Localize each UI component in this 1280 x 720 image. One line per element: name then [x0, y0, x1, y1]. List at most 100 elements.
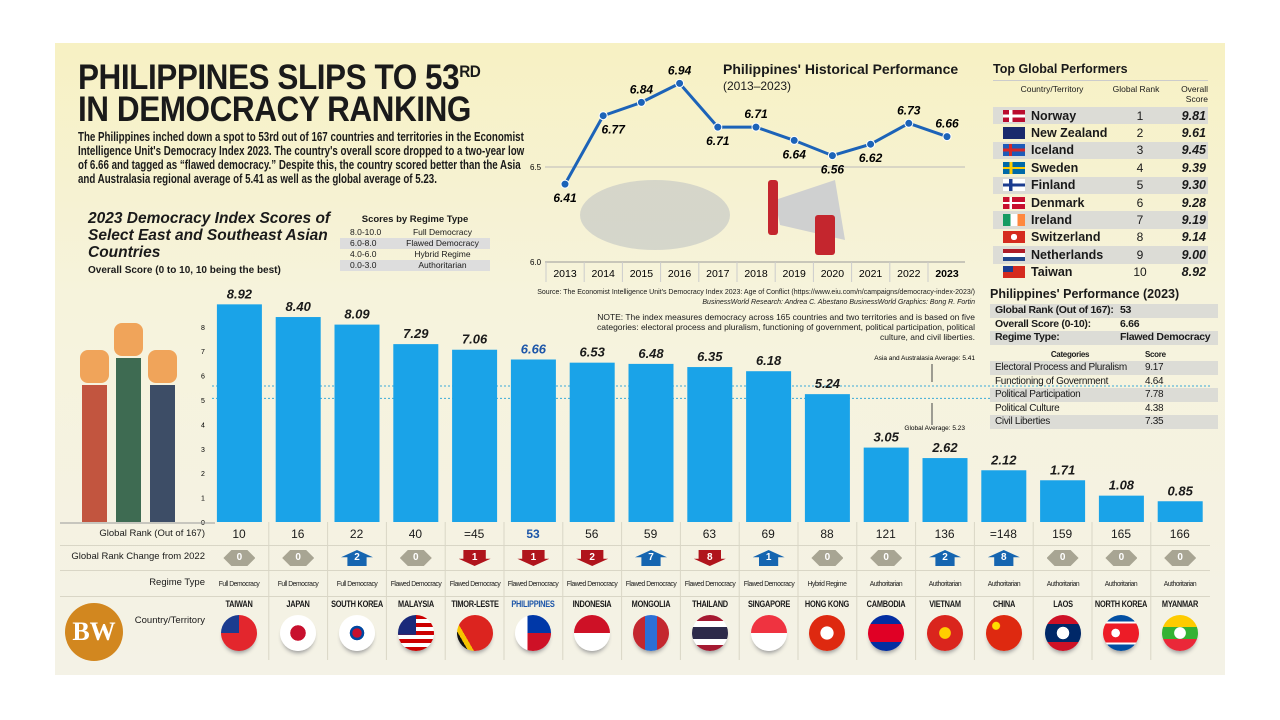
flag-icon	[574, 615, 611, 651]
country-name: JAPAN	[286, 599, 310, 609]
data-point	[560, 179, 570, 189]
line-chart-subtitle: (2013–2023)	[723, 79, 792, 93]
col-header: Country/Territory	[1020, 84, 1084, 94]
data-point	[942, 132, 952, 142]
global-rank: 40	[408, 527, 423, 541]
global-rank: 5	[1136, 178, 1144, 193]
regime-type: Full Democracy	[336, 579, 378, 588]
bar-value-label: 5.24	[815, 376, 841, 391]
rank-change-up-icon: 7	[635, 550, 667, 566]
country-name: Finland	[1031, 178, 1076, 193]
global-rank: 56	[585, 527, 599, 541]
regime-type: Flawed Democracy	[566, 579, 618, 588]
intro-text: The Philippines inched down a spot to 53…	[78, 129, 525, 186]
global-rank: 6	[1136, 195, 1144, 210]
data-point	[713, 122, 723, 132]
category-score: 7.35	[1145, 416, 1164, 428]
regime-type: Flawed Democracy	[508, 579, 559, 588]
performer-row: Denmark 6 9.28	[993, 194, 1208, 211]
overall-score: 9.45	[1181, 143, 1206, 158]
overall-score: 9.39	[1181, 160, 1206, 175]
source-text: Source: The Economist Intelligence Unit'…	[537, 289, 975, 296]
y-tick-label: 6.5	[530, 163, 542, 172]
regime-name: Full Democracy	[412, 227, 473, 237]
global-rank: 4	[1136, 160, 1144, 175]
regime-name: Hybrid Regime	[414, 249, 471, 259]
x-tick-label: 2013	[553, 268, 577, 280]
businessworld-logo: BW	[65, 603, 123, 661]
country-name: Denmark	[1031, 195, 1085, 210]
regime-row: 0.0-3.0 Authoritarian	[340, 260, 490, 271]
data-point	[866, 139, 876, 149]
rank-change-down-icon: 2	[576, 550, 609, 566]
x-tick-label: 2023	[935, 268, 959, 280]
data-label: 6.66	[935, 117, 959, 131]
global-rank: 159	[1052, 527, 1073, 541]
line-chart-title: Philippines' Historical Performance	[723, 61, 959, 77]
arm-illustration	[116, 358, 141, 522]
summary-value: 53	[1120, 304, 1132, 317]
row-label-regime: Regime Type	[149, 577, 205, 588]
bar-value-label: 7.06	[462, 332, 488, 347]
regime-row: 4.0-6.0 Hybrid Regime	[340, 249, 490, 260]
country-name: TIMOR-LESTE	[450, 599, 499, 609]
x-tick-label: 2017	[706, 268, 730, 280]
country-name: Sweden	[1031, 160, 1079, 175]
global-rank: 2	[1136, 126, 1144, 141]
summary-label: Regime Type:	[995, 331, 1060, 344]
fist-illustration	[114, 323, 143, 356]
data-label: 6.41	[553, 191, 577, 205]
regime-type: Authoritarian	[869, 579, 903, 588]
source-note: Source: The Economist Intelligence Unit'…	[505, 288, 975, 308]
bar	[863, 447, 909, 522]
bar	[1157, 501, 1203, 522]
country-name: MYANMAR	[1162, 599, 1199, 609]
country-name: Norway	[1031, 108, 1077, 123]
performer-row: Finland 5 9.30	[993, 176, 1208, 194]
flag-icon	[280, 615, 317, 651]
rank-change-down-icon: 1	[517, 550, 550, 566]
reference-label: Asia and Australasia Average: 5.41	[874, 355, 975, 362]
data-point	[751, 122, 761, 132]
flag-icon	[868, 615, 905, 651]
flag-icon	[1044, 615, 1081, 651]
global-rank: 136	[934, 527, 955, 541]
flag-icon	[691, 615, 728, 651]
bar-chart-title: 2023 Democracy Index Scores of Select Ea…	[88, 210, 331, 261]
global-rank: 59	[643, 527, 658, 541]
bar	[569, 362, 615, 522]
regime-type: Authoritarian	[987, 579, 1021, 588]
bar-value-label: 6.35	[697, 349, 723, 364]
col-header: Categories	[1050, 349, 1090, 359]
country-name: MALAYSIA	[397, 599, 434, 609]
x-tick-label: 2014	[592, 268, 616, 280]
country-name: Ireland	[1031, 213, 1072, 228]
regime-type: Flawed Democracy	[390, 579, 442, 588]
global-rank: 63	[702, 527, 717, 541]
regime-type: Authoritarian	[1163, 579, 1197, 588]
bar-value-label: 6.18	[756, 353, 782, 368]
bar-value-label: 3.05	[874, 430, 900, 445]
performer-row: Sweden 4 9.39	[993, 159, 1208, 176]
flag-icon	[1003, 161, 1025, 174]
global-rank: 53	[526, 527, 540, 541]
flag-icon	[1162, 615, 1199, 651]
global-rank: 7	[1136, 213, 1144, 228]
country-name: CHINA	[992, 599, 1015, 609]
rank-change-same-icon: 0	[1164, 550, 1197, 566]
country-name: PHILIPPINES	[511, 599, 556, 609]
x-tick-label: 2021	[859, 268, 883, 280]
bar	[334, 324, 380, 522]
regime-type: Full Democracy	[277, 579, 319, 588]
regime-type: Authoritarian	[928, 579, 962, 588]
regime-type: Authoritarian	[1105, 579, 1138, 588]
data-label: 6.73	[897, 103, 921, 117]
row-divider	[60, 545, 1210, 546]
rank-change-down-icon: 8	[693, 550, 726, 566]
performer-row: Norway 1 9.81	[993, 107, 1208, 125]
data-label: 6.64	[783, 147, 807, 161]
category-score: 9.17	[1145, 362, 1164, 374]
x-tick-label: 2020	[821, 268, 845, 280]
rank-change-same-icon: 0	[223, 550, 256, 566]
global-rank: 22	[349, 527, 364, 541]
